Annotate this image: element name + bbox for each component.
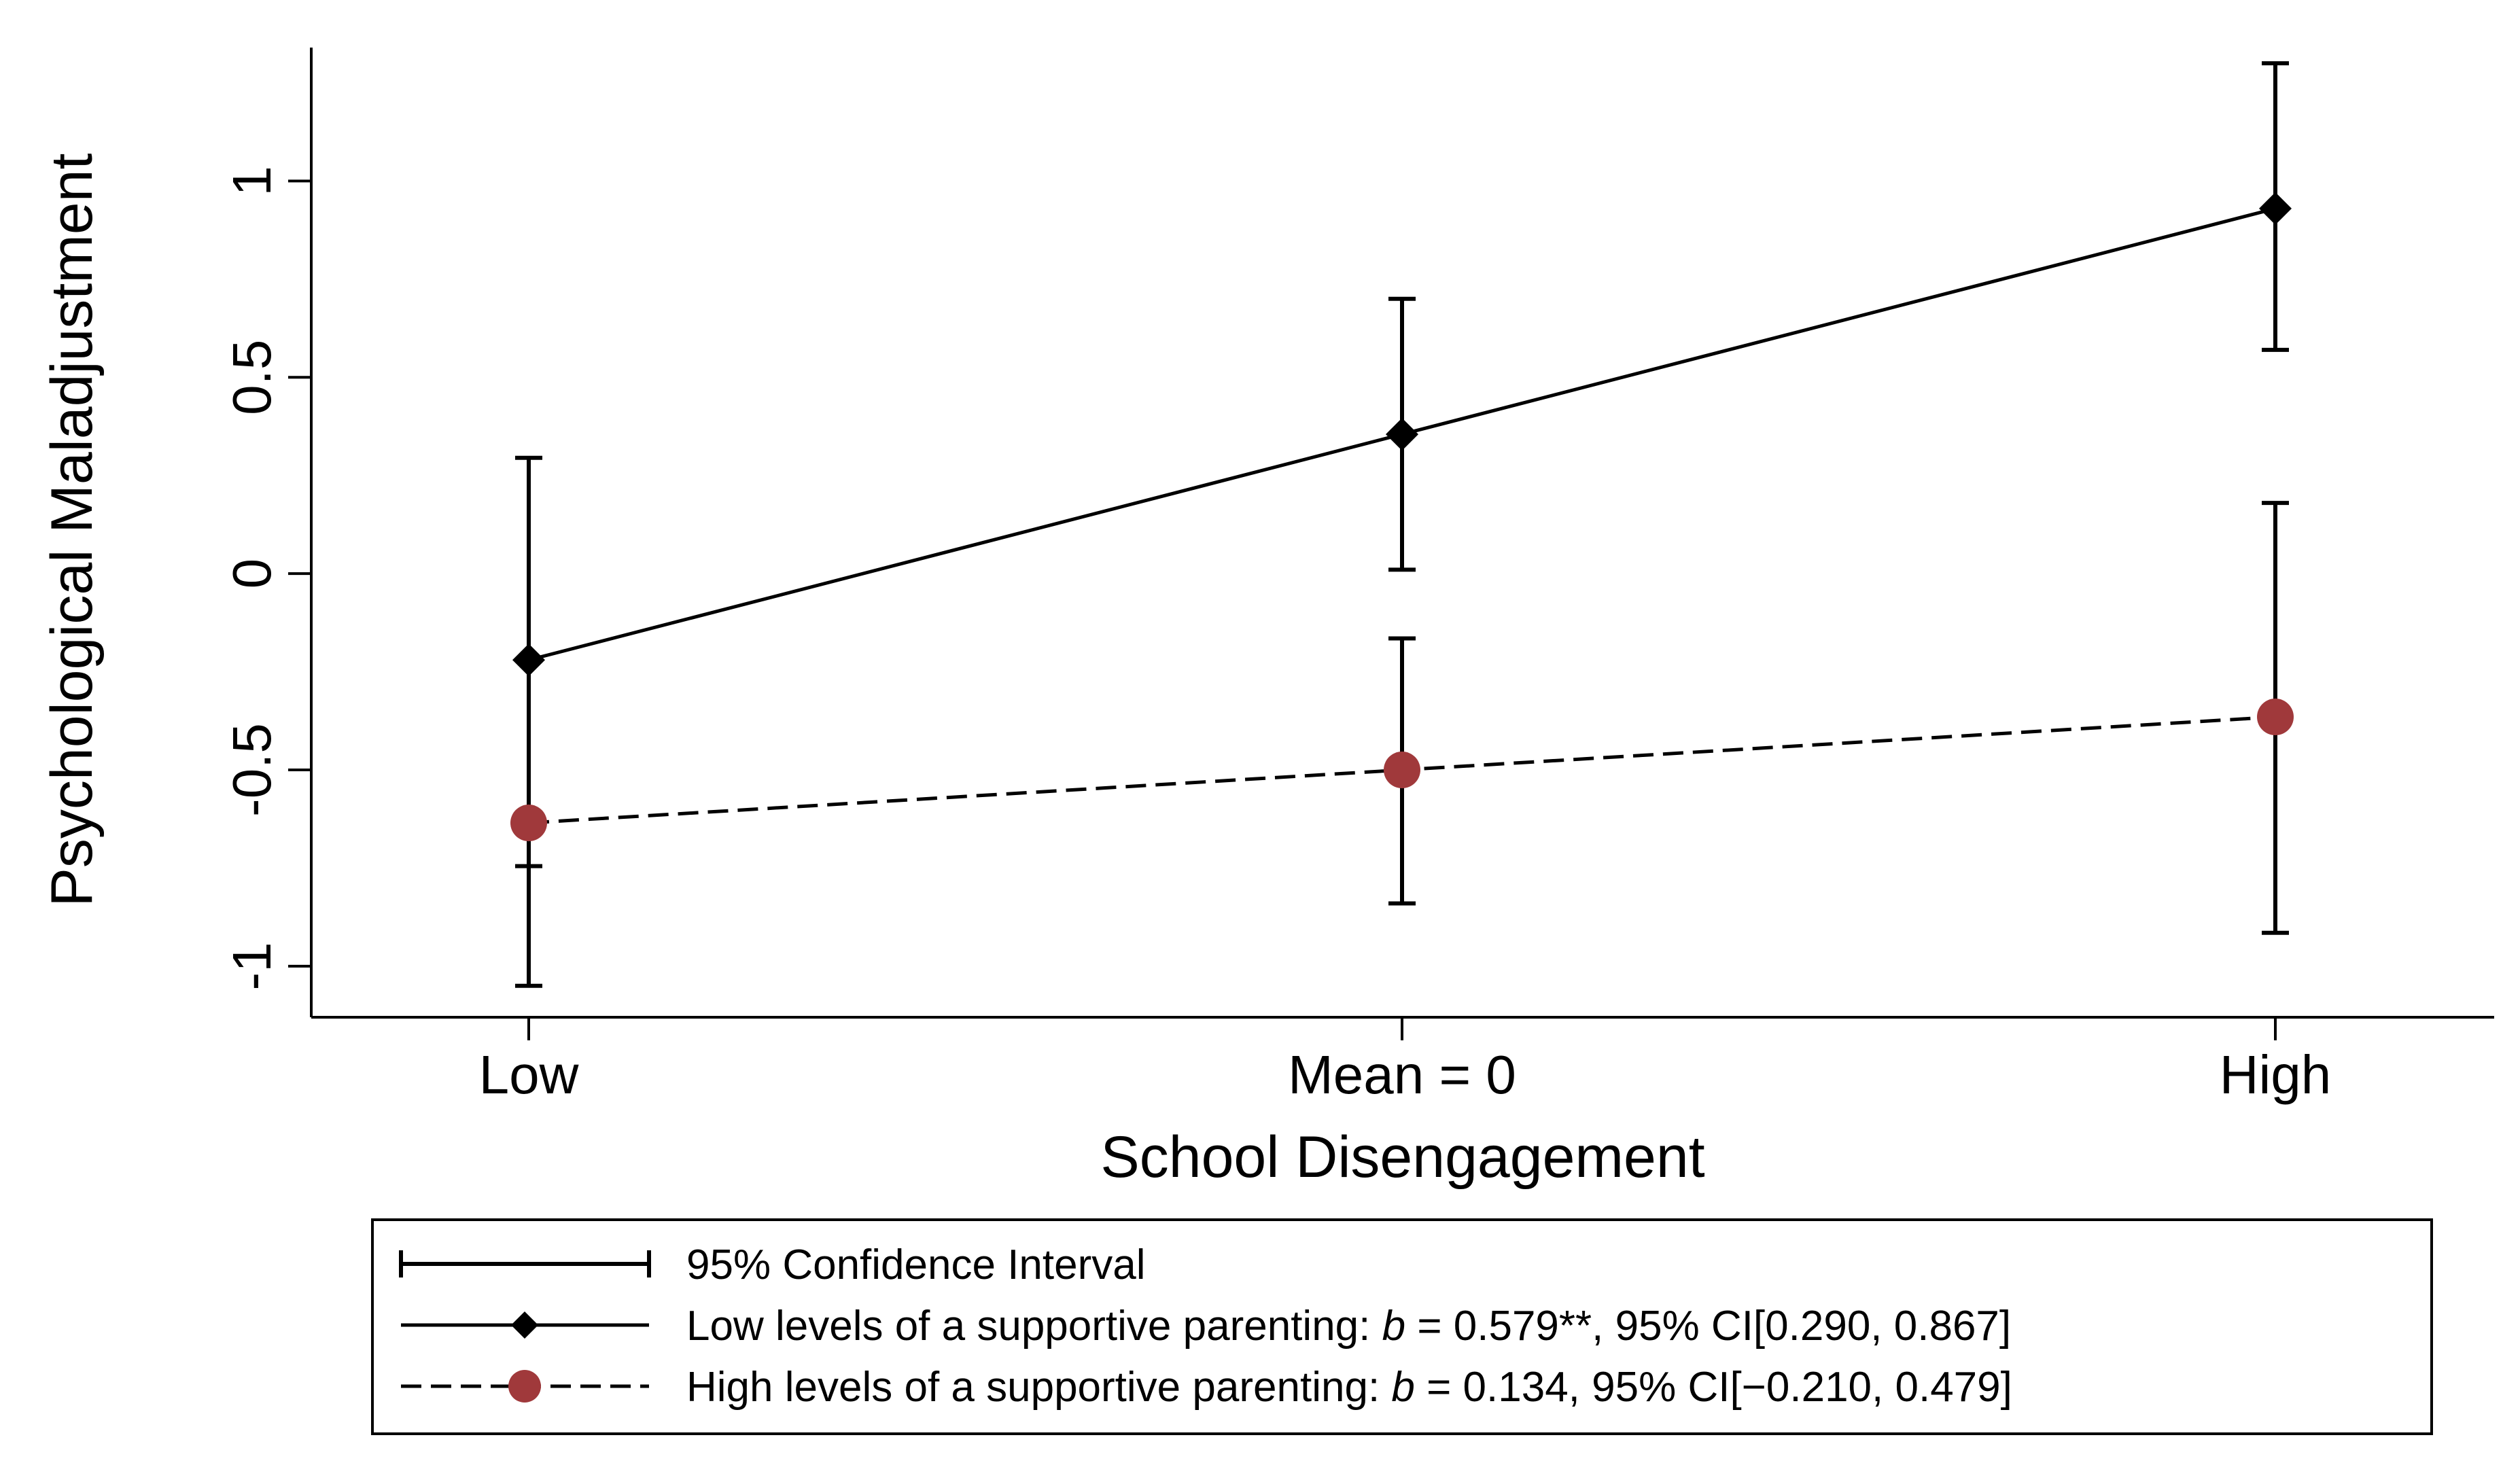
legend-series-low: Low levels of a supportive parenting: b … (401, 1303, 2011, 1350)
legend-high-circle-marker (508, 1370, 541, 1403)
marker-s0-p1 (1386, 418, 1418, 451)
legend-ci-item: 95% Confidence Interval (399, 1241, 1146, 1288)
legend-high-label: High levels of a supportive parenting: b… (686, 1364, 2012, 1411)
legend-low-stat: = 0.579**, 95% CI[0.290, 0.867] (1405, 1303, 2011, 1350)
y-tick-label-4: 1 (222, 166, 282, 196)
plot-area (510, 61, 2294, 988)
series-1 (510, 501, 2294, 935)
legend-high-prefix: : (1368, 1364, 1391, 1411)
legend-high-b: b (1391, 1364, 1414, 1411)
y-tick-label-0: -1 (222, 942, 282, 990)
y-tick-label-2: 0 (222, 559, 282, 589)
marker-s1-p2 (2257, 699, 2294, 736)
marker-s1-p0 (510, 805, 547, 842)
legend-low-prefix: : (1359, 1303, 1382, 1350)
y-tick-label-1: -0.5 (222, 723, 282, 817)
marker-s0-p2 (2259, 192, 2292, 225)
y-axis-title: Psychological Maladjustment (39, 153, 105, 906)
legend-low-diamond-marker (511, 1311, 538, 1339)
legend-low-name: Low levels of a supportive parenting (686, 1303, 1359, 1350)
series-0 (512, 61, 2292, 988)
y-tick-label-3: 0.5 (222, 340, 282, 415)
marker-s0-p0 (512, 644, 545, 677)
marker-s1-p1 (1384, 752, 1420, 789)
x-ticks: Low Mean = 0 High (479, 1017, 2332, 1105)
x-tick-label-0: Low (479, 1044, 579, 1105)
legend-ci-label: 95% Confidence Interval (686, 1241, 1146, 1288)
legend-high-name: High levels of a supportive parenting (686, 1364, 1368, 1411)
legend: 95% Confidence Interval Low levels of a … (371, 1218, 2433, 1435)
y-ticks: -1 -0.5 0 0.5 1 (222, 166, 311, 990)
x-axis-title: School Disengagement (1100, 1125, 1704, 1190)
legend-low-b: b (1382, 1303, 1405, 1350)
legend-high-stat: = 0.134, 95% CI[−0.210, 0.479] (1415, 1364, 2012, 1411)
legend-series-high: High levels of a supportive parenting: b… (401, 1364, 2012, 1411)
x-tick-label-1: Mean = 0 (1288, 1044, 1516, 1105)
x-tick-label-2: High (2220, 1044, 2332, 1105)
legend-low-label: Low levels of a supportive parenting: b … (686, 1303, 2011, 1350)
legend-box (371, 1218, 2433, 1435)
